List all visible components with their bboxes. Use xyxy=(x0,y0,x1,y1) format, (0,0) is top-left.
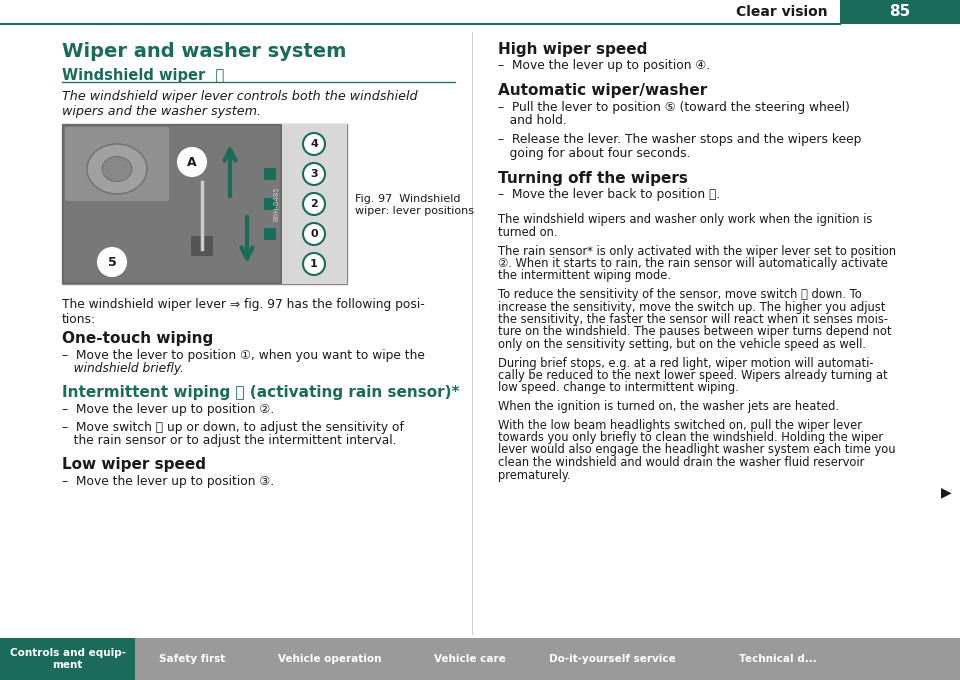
Circle shape xyxy=(303,193,325,215)
Text: Technical d...: Technical d... xyxy=(738,654,816,664)
FancyBboxPatch shape xyxy=(282,124,347,284)
Text: –  Move the lever to position ①, when you want to wipe the: – Move the lever to position ①, when you… xyxy=(62,348,425,362)
Text: –  Move the lever up to position ③.: – Move the lever up to position ③. xyxy=(62,475,275,488)
Text: Vehicle operation: Vehicle operation xyxy=(278,654,382,664)
Text: Controls and equip-
ment: Controls and equip- ment xyxy=(10,648,126,670)
Text: low speed. change to intermittent wiping.: low speed. change to intermittent wiping… xyxy=(498,381,739,394)
Text: increase the sensitivity, move the switch up. The higher you adjust: increase the sensitivity, move the switc… xyxy=(498,301,885,313)
Text: The windshield wipers and washer only work when the ignition is: The windshield wipers and washer only wo… xyxy=(498,214,873,226)
Text: Intermittent wiping ⒡ (activating rain sensor)*: Intermittent wiping ⒡ (activating rain s… xyxy=(62,386,460,401)
FancyBboxPatch shape xyxy=(530,638,695,680)
Text: towards you only briefly to clean the windshield. Holding the wiper: towards you only briefly to clean the wi… xyxy=(498,431,883,444)
Text: When the ignition is turned on, the washer jets are heated.: When the ignition is turned on, the wash… xyxy=(498,400,839,413)
Text: only on the sensitivity setting, but on the vehicle speed as well.: only on the sensitivity setting, but on … xyxy=(498,338,866,351)
Text: 5: 5 xyxy=(108,256,116,269)
FancyBboxPatch shape xyxy=(64,126,280,282)
Text: Windshield wiper  ⒡: Windshield wiper ⒡ xyxy=(62,68,225,83)
Text: turned on.: turned on. xyxy=(498,226,558,239)
FancyBboxPatch shape xyxy=(62,124,347,284)
Text: To reduce the sensitivity of the sensor, move switch Ⓐ down. To: To reduce the sensitivity of the sensor,… xyxy=(498,288,862,301)
Text: Fig. 97  Windshield
wiper: lever positions: Fig. 97 Windshield wiper: lever position… xyxy=(355,194,474,216)
Text: –  Release the lever. The washer stops and the wipers keep: – Release the lever. The washer stops an… xyxy=(498,133,861,146)
FancyBboxPatch shape xyxy=(191,236,213,256)
FancyBboxPatch shape xyxy=(65,127,169,201)
Text: 2: 2 xyxy=(310,199,318,209)
Text: ②. When it starts to rain, the rain sensor will automatically activate: ②. When it starts to rain, the rain sens… xyxy=(498,257,888,270)
FancyBboxPatch shape xyxy=(695,638,860,680)
Circle shape xyxy=(178,148,206,176)
Text: The rain sensor* is only activated with the wiper lever set to position: The rain sensor* is only activated with … xyxy=(498,245,896,258)
FancyBboxPatch shape xyxy=(0,638,135,680)
Text: Safety first: Safety first xyxy=(159,654,226,664)
Text: 85: 85 xyxy=(889,5,911,20)
FancyBboxPatch shape xyxy=(0,0,960,24)
Circle shape xyxy=(98,248,126,276)
Text: cally be reduced to the next lower speed. Wipers already turning at: cally be reduced to the next lower speed… xyxy=(498,369,888,382)
Text: –  Move switch Ⓐ up or down, to adjust the sensitivity of: – Move switch Ⓐ up or down, to adjust th… xyxy=(62,420,404,434)
Text: lever would also engage the headlight washer system each time you: lever would also engage the headlight wa… xyxy=(498,443,896,456)
Text: 4: 4 xyxy=(310,139,318,149)
Text: Automatic wiper/washer: Automatic wiper/washer xyxy=(498,83,708,98)
Circle shape xyxy=(303,163,325,185)
Text: Do-it-yourself service: Do-it-yourself service xyxy=(549,654,676,664)
Circle shape xyxy=(303,253,325,275)
Text: Clear vision: Clear vision xyxy=(736,5,828,19)
Text: prematurely.: prematurely. xyxy=(498,469,570,481)
Text: the rain sensor or to adjust the intermittent interval.: the rain sensor or to adjust the intermi… xyxy=(62,434,396,447)
Text: Wiper and washer system: Wiper and washer system xyxy=(62,42,347,61)
FancyBboxPatch shape xyxy=(410,638,530,680)
FancyBboxPatch shape xyxy=(0,638,960,680)
Text: clean the windshield and would drain the washer fluid reservoir: clean the windshield and would drain the… xyxy=(498,456,864,469)
FancyBboxPatch shape xyxy=(250,638,410,680)
Text: going for about four seconds.: going for about four seconds. xyxy=(498,147,690,160)
Text: During brief stops, e.g. at a red light, wiper motion will automati-: During brief stops, e.g. at a red light,… xyxy=(498,356,874,369)
Text: and hold.: and hold. xyxy=(498,114,566,127)
FancyBboxPatch shape xyxy=(840,0,960,24)
Text: windshield briefly.: windshield briefly. xyxy=(62,362,184,375)
Text: the sensitivity, the faster the sensor will react when it senses mois-: the sensitivity, the faster the sensor w… xyxy=(498,313,888,326)
Circle shape xyxy=(303,133,325,155)
Text: Turning off the wipers: Turning off the wipers xyxy=(498,171,688,186)
FancyBboxPatch shape xyxy=(264,228,276,240)
FancyBboxPatch shape xyxy=(62,124,282,284)
FancyBboxPatch shape xyxy=(135,638,250,680)
Text: The windshield wiper lever ⇒ fig. 97 has the following posi-
tions:: The windshield wiper lever ⇒ fig. 97 has… xyxy=(62,298,424,326)
Text: 1: 1 xyxy=(310,259,318,269)
Text: With the low beam headlights switched on, pull the wiper lever: With the low beam headlights switched on… xyxy=(498,418,862,432)
Text: –  Pull the lever to position ⑤ (toward the steering wheel): – Pull the lever to position ⑤ (toward t… xyxy=(498,101,850,114)
Text: A: A xyxy=(187,156,197,169)
Text: B6H-0485: B6H-0485 xyxy=(273,186,279,222)
Text: High wiper speed: High wiper speed xyxy=(498,42,647,57)
FancyBboxPatch shape xyxy=(264,168,276,180)
Text: 3: 3 xyxy=(310,169,318,179)
Text: 0: 0 xyxy=(310,229,318,239)
Circle shape xyxy=(303,223,325,245)
Text: the intermittent wiping mode.: the intermittent wiping mode. xyxy=(498,269,671,282)
Text: ture on the windshield. The pauses between wiper turns depend not: ture on the windshield. The pauses betwe… xyxy=(498,326,892,339)
Text: –  Move the lever up to position ②.: – Move the lever up to position ②. xyxy=(62,403,275,416)
Text: –  Move the lever back to position Ⓙ.: – Move the lever back to position Ⓙ. xyxy=(498,188,720,201)
Text: One-touch wiping: One-touch wiping xyxy=(62,331,213,346)
Text: ▶: ▶ xyxy=(941,485,951,499)
Text: The windshield wiper lever controls both the windshield
wipers and the washer sy: The windshield wiper lever controls both… xyxy=(62,90,418,118)
Ellipse shape xyxy=(102,156,132,182)
Text: –  Move the lever up to position ④.: – Move the lever up to position ④. xyxy=(498,60,710,73)
Ellipse shape xyxy=(87,144,147,194)
FancyBboxPatch shape xyxy=(264,198,276,210)
Text: Low wiper speed: Low wiper speed xyxy=(62,458,206,473)
Text: Vehicle care: Vehicle care xyxy=(434,654,506,664)
